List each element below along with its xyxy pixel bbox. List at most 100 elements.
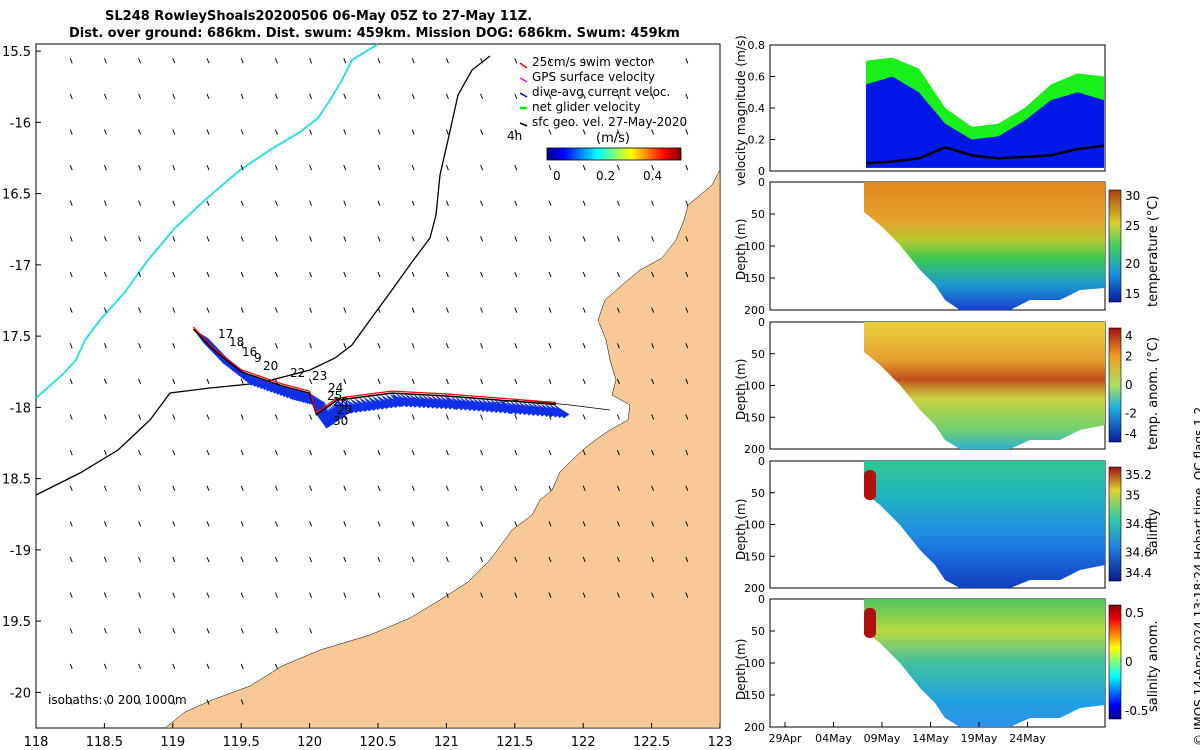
map-ytick-label: 19.5 [2, 615, 31, 630]
date-tick-label: 19May [961, 732, 998, 745]
land-mass [164, 169, 720, 728]
velocity-arrow [685, 521, 689, 527]
velocity-arrow [480, 307, 484, 313]
velocity-arrow [411, 93, 415, 100]
velocity-arrow [103, 556, 107, 563]
velocity-arrow [309, 271, 313, 278]
velocity-arrow [172, 592, 176, 598]
velocity-arrow [274, 521, 278, 527]
velocity-arrow [411, 58, 415, 64]
velocity-arrow [411, 129, 415, 135]
velocity-arrow [548, 200, 552, 206]
velocity-arrow [616, 414, 620, 420]
panel-ytick-label: 100 [744, 240, 765, 253]
velocity-arrow [240, 592, 244, 598]
velocity-arrow [240, 556, 244, 563]
day-label: 20 [263, 359, 278, 373]
panel-ytick-label: 150 [744, 272, 765, 285]
velocity-arrow [377, 164, 381, 171]
velocity-arrow [240, 343, 244, 349]
velocity-arrow [206, 663, 210, 670]
velocity-arrow [172, 414, 176, 420]
panel-ytick-label: 0.8 [748, 39, 766, 52]
panel-ytick-label: 0.2 [748, 134, 766, 147]
sal-anom-colorbar [1108, 604, 1122, 720]
sal-anom-section [864, 599, 1105, 727]
figure-title-line1: SL248 RowleyShoals20200506 06-May 05Z to… [105, 9, 533, 24]
velocity-arrow [480, 200, 484, 206]
panel-ytick-label: 100 [744, 657, 765, 670]
velocity-arrow [172, 699, 176, 705]
velocity-arrow [514, 521, 518, 527]
velocity-arrow [103, 236, 107, 242]
velocity-arrow [138, 699, 142, 705]
velocity-band-current [866, 76, 1104, 168]
panel-ytick-label: 50 [751, 625, 765, 638]
velocity-arrow [274, 343, 278, 349]
velocity-arrow [343, 556, 347, 563]
temp-anom-section [864, 322, 1105, 449]
velocity-arrow [343, 521, 347, 527]
velocity-arrow [103, 200, 107, 206]
velocity-arrow [616, 343, 620, 349]
velocity-arrow [274, 592, 278, 598]
velocity-arrow [616, 200, 620, 206]
velocity-arrow [69, 699, 73, 705]
map-colorbar-tick-2: 0.4 [643, 169, 662, 183]
velocity-arrow [377, 271, 381, 278]
velocity-arrow [172, 271, 176, 278]
velocity-arrow [651, 378, 655, 385]
date-tick-label: 14May [912, 732, 949, 745]
velocity-arrow [240, 485, 244, 491]
velocity-arrow [309, 93, 313, 100]
colorbar-tick-label: 4 [1125, 329, 1133, 343]
map-xtick-label: 121.5 [496, 735, 533, 750]
velocity-arrow [172, 164, 176, 171]
velocity-arrow [651, 343, 655, 349]
velocity-arrow [69, 663, 73, 670]
velocity-arrow [582, 129, 586, 135]
velocity-arrow [616, 485, 620, 491]
velocity-arrow [445, 556, 449, 563]
velocity-arrow [616, 378, 620, 385]
colorbar-tick-label: 35 [1125, 489, 1140, 503]
velocity-arrow [480, 485, 484, 491]
velocity-arrow [309, 129, 313, 135]
panel-ytick-label: 50 [751, 208, 765, 221]
velocity-arrow [69, 58, 73, 64]
velocity-arrow [514, 307, 518, 313]
velocity-arrow [480, 414, 484, 420]
velocity-arrow [377, 414, 381, 420]
velocity-arrow [582, 164, 586, 171]
velocity-arrow [548, 449, 552, 456]
velocity-arrow [685, 378, 689, 385]
temperature-cbar-label: temperature (°C) [1146, 195, 1161, 307]
velocity-arrow [138, 485, 142, 491]
velocity-arrow [651, 556, 655, 563]
velocity-arrow [274, 485, 278, 491]
velocity-arrow [138, 378, 142, 385]
panel-ytick-label: 200 [744, 443, 765, 456]
velocity-arrow [377, 307, 381, 313]
velocity-arrow [616, 164, 620, 171]
sal-anom-high-patch [864, 608, 876, 638]
colorbar-tick-label: 20 [1125, 257, 1140, 271]
velocity-arrow [69, 414, 73, 420]
velocity-arrow [582, 58, 586, 64]
velocity-arrow [172, 129, 176, 135]
map-ytick-label: 15.5 [2, 45, 31, 60]
velocity-arrow [274, 414, 278, 420]
time-mark-label: 4h [507, 129, 522, 143]
velocity-arrow [103, 449, 107, 456]
colorbar-tick-label: 30 [1125, 189, 1140, 203]
velocity-arrow [582, 449, 586, 456]
velocity-arrow [651, 129, 655, 135]
velocity-arrow [480, 521, 484, 527]
day-label: 30 [333, 414, 348, 428]
day-label: 29 [337, 403, 352, 417]
velocity-arrow [206, 93, 210, 100]
velocity-arrow [274, 271, 278, 278]
velocity-arrow [309, 58, 313, 64]
velocity-arrow [616, 129, 620, 135]
panel-ytick-label: 200 [744, 582, 765, 595]
